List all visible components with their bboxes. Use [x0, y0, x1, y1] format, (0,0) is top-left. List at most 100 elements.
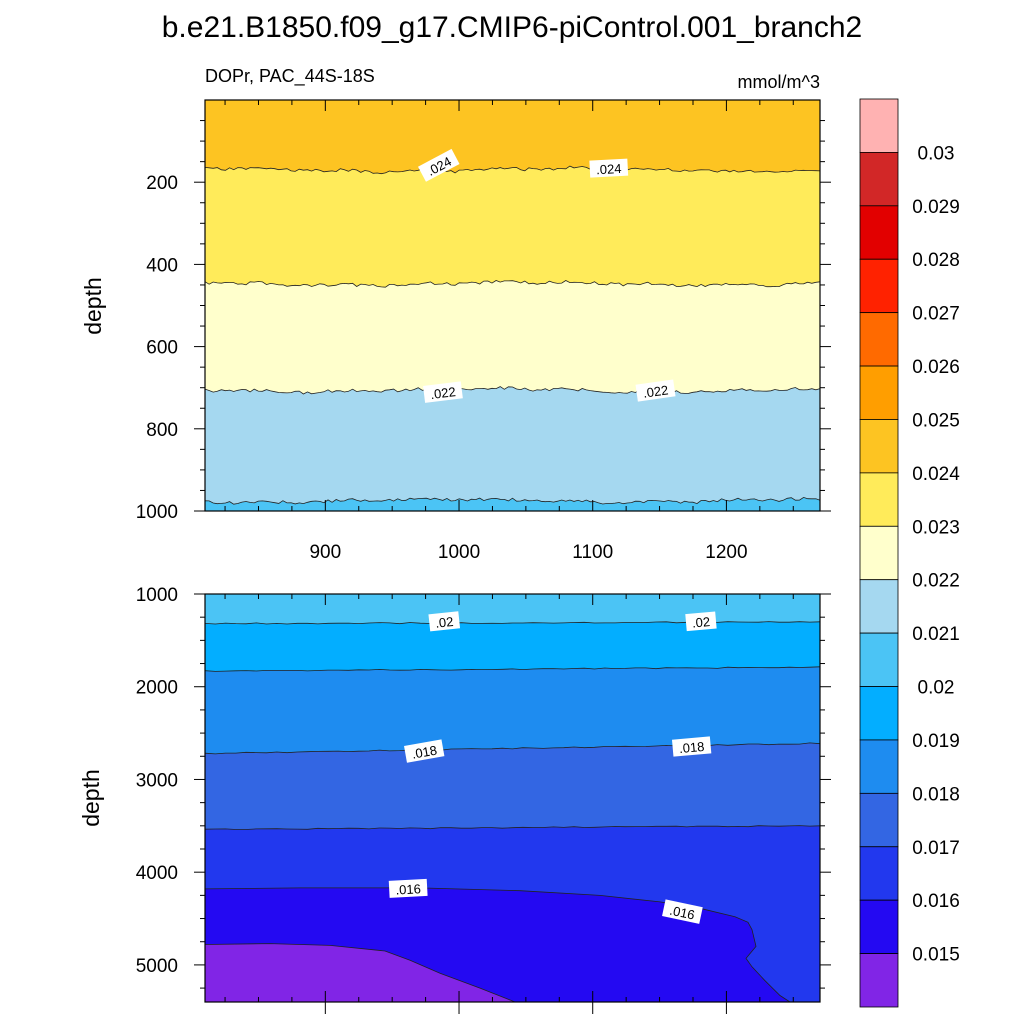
lower-contour-line-0.015 [204, 943, 516, 1003]
contour-label-text: .016 [668, 903, 696, 923]
x-tick-label: 1000 [438, 542, 480, 563]
lower-band-below-0.015 [205, 943, 515, 1002]
colorbar-label: 0.025 [912, 410, 960, 431]
colorbar-label: 0.022 [912, 571, 960, 592]
colorbar-label: 0.023 [912, 517, 960, 538]
contour-label-bg [662, 899, 703, 924]
upper-panel-contour-lines [204, 165, 821, 505]
colorbar-label: 0.02 [918, 678, 955, 699]
figure-title: b.e21.B1850.f09_g17.CMIP6-piControl.001_… [162, 11, 863, 44]
upper-panel: .024.024.022.022 900 1000 1100 120020040060… [80, 99, 831, 563]
lower-contour-line-0.017 [204, 825, 821, 830]
colorbar-swatch [859, 899, 899, 954]
lower-panel-fills [205, 594, 820, 1002]
lower-band-0.019-0.020 [205, 621, 820, 672]
contour-label: .02 [428, 611, 461, 632]
upper-panel-fills [205, 100, 820, 511]
contour-label-bg [635, 379, 676, 402]
colorbar-swatch [859, 846, 899, 901]
panel-subtitle-right: mmol/m^3 [738, 72, 820, 92]
lower-panel-frame [204, 593, 821, 1003]
upper-panel-ticks: 900 1000 1100 1200 200 400 600 800 1000 [136, 100, 831, 563]
colorbar-label: 0.015 [912, 945, 960, 966]
contour-label: .018 [671, 736, 712, 757]
contour-label-text: .02 [691, 614, 710, 631]
colorbar-label: 0.017 [912, 838, 960, 859]
contour-label-text: .022 [642, 382, 669, 400]
colorbar-swatch [859, 579, 899, 634]
colorbar-swatch [859, 365, 899, 420]
contour-label-text: .018 [678, 739, 705, 756]
colorbar-label: 0.024 [912, 464, 960, 485]
colorbar-label: 0.03 [918, 143, 955, 164]
x-tick-label: 900 [309, 542, 341, 563]
contour-label-text: .016 [395, 881, 421, 897]
colorbar-label: 0.021 [912, 624, 960, 645]
colorbar-label: 0.027 [912, 304, 960, 325]
lower-contour-line-0.016 [204, 887, 791, 1003]
colorbar: 0.03 0.029 0.028 0.027 0.026 0.025 0.024 0.023 0… [859, 98, 960, 1008]
colorbar-swatch [859, 419, 899, 474]
lower-contour-line-0.019 [204, 666, 821, 672]
y-tick-label: 1000 [136, 585, 178, 606]
y-tick-label: 400 [146, 255, 178, 276]
colorbar-label: 0.026 [912, 357, 960, 378]
colorbar-swatch [859, 312, 899, 367]
contour-label-bg [404, 739, 445, 763]
y-tick-label: 4000 [136, 863, 178, 884]
lower-panel-ticks: 1000 2000 3000 4000 5000 [136, 585, 831, 1014]
contour-label-bg [671, 736, 712, 757]
colorbar-swatch [859, 739, 899, 794]
upper-panel-ylabel: depth [80, 277, 106, 335]
contour-label: .022 [423, 381, 463, 403]
contour-label-text: .024 [596, 161, 622, 177]
colorbar-swatch [859, 792, 899, 848]
contour-label-bg [388, 878, 428, 898]
colorbar-swatch [859, 472, 899, 527]
y-tick-label: 600 [146, 338, 178, 359]
colorbar-label: 0.029 [912, 197, 960, 218]
contour-label-bg [428, 611, 461, 632]
upper-band-0.021-0.022 [205, 386, 820, 505]
contour-label-text: .022 [430, 384, 457, 402]
lower-band-0.017-0.018 [205, 742, 820, 830]
x-tick-label: 1200 [705, 542, 747, 563]
colorbar-swatch [859, 953, 899, 1008]
contour-label-text: .018 [411, 743, 439, 762]
contour-label-text: .02 [435, 614, 455, 631]
contour-label-bg [685, 611, 717, 632]
colorbar-swatch [859, 98, 899, 153]
colorbar-swatch [859, 686, 899, 741]
contour-label: .018 [404, 739, 445, 763]
upper-band-0.023-0.024 [205, 166, 820, 288]
lower-panel-ylabel: depth [78, 769, 104, 827]
upper-contour-line-0.021 [204, 496, 821, 505]
upper-panel-contour-labels: .024.024.022.022 [417, 148, 676, 403]
contour-label: .02 [685, 611, 717, 632]
upper-contour-line-0.022 [204, 386, 821, 395]
lower-panel-contour-lines [204, 621, 821, 1003]
x-tick-label: 1100 [572, 542, 613, 563]
lower-contour-line-0.018 [204, 742, 821, 755]
colorbar-label: 0.016 [912, 891, 960, 912]
contour-label-bg [417, 148, 460, 182]
colorbar-label: 0.028 [912, 250, 960, 271]
colorbar-swatch [859, 258, 899, 314]
contour-label: .024 [589, 158, 629, 178]
lower-panel-contour-labels: .02 .02 .018 .018 .016 .016 [388, 611, 717, 924]
y-tick-label: 2000 [136, 678, 178, 699]
lower-band-0.020-0.021 [205, 594, 820, 624]
upper-contour-line-0.023 [204, 280, 821, 288]
panel-subtitle-left: DOPr, PAC_44S-18S [205, 66, 375, 87]
y-tick-label: 800 [146, 420, 178, 441]
contour-label: .016 [662, 899, 703, 924]
upper-contour-line-0.024 [204, 165, 821, 175]
colorbar-swatch [859, 632, 899, 687]
colorbar-swatch [859, 152, 899, 207]
colorbar-swatch [859, 205, 899, 260]
colorbar-swatch [859, 525, 899, 581]
lower-contour-line-0.02 [204, 621, 821, 625]
upper-band-0.024-0.025 [205, 100, 820, 174]
colorbar-label: 0.018 [912, 784, 960, 805]
contour-label-bg [589, 158, 629, 178]
